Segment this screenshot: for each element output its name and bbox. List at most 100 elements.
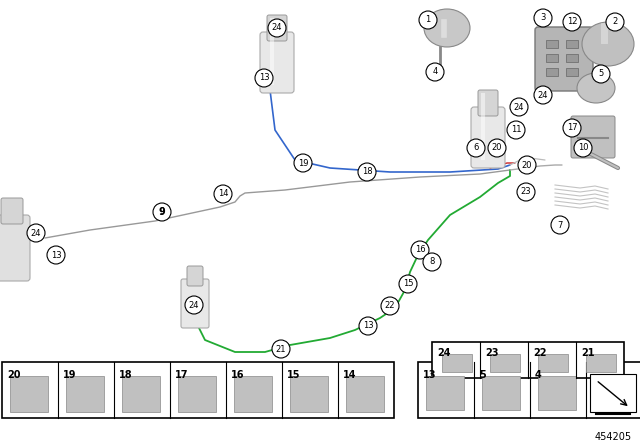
FancyBboxPatch shape [267,15,287,41]
Bar [538,376,576,410]
Text: 23: 23 [521,188,531,197]
Circle shape [399,275,417,293]
Text: 4: 4 [433,68,438,77]
FancyBboxPatch shape [1,198,23,224]
Circle shape [255,69,273,87]
Circle shape [27,224,45,242]
Text: 21: 21 [276,345,286,353]
Bar [290,376,328,412]
Text: 15: 15 [287,370,301,380]
Text: 6: 6 [474,143,479,152]
FancyBboxPatch shape [471,107,505,168]
Bar [590,374,636,412]
Circle shape [358,163,376,181]
Text: 20: 20 [492,143,502,152]
Circle shape [381,297,399,315]
Bar [442,354,472,372]
Text: 24: 24 [272,23,282,33]
Text: 7: 7 [557,220,563,229]
Bar [2,362,394,418]
Text: 12: 12 [567,17,577,26]
FancyBboxPatch shape [260,32,294,93]
Bar [546,40,558,48]
Text: 23: 23 [485,348,499,358]
Circle shape [426,63,444,81]
Text: 24: 24 [189,301,199,310]
Bar [178,376,216,412]
Circle shape [272,340,290,358]
Circle shape [551,216,569,234]
Text: 16: 16 [415,246,426,254]
Circle shape [534,9,552,27]
Circle shape [411,241,429,259]
Text: 16: 16 [231,370,244,380]
Text: 17: 17 [175,370,189,380]
Ellipse shape [424,9,470,47]
Circle shape [488,139,506,157]
Circle shape [510,98,528,116]
Bar [490,354,520,372]
Text: 454205: 454205 [595,432,632,442]
Circle shape [563,13,581,31]
Text: 24: 24 [437,348,451,358]
Text: 13: 13 [423,370,436,380]
Circle shape [517,183,535,201]
Bar [418,362,640,418]
Circle shape [153,203,171,221]
Circle shape [359,317,377,335]
Text: 3: 3 [540,13,546,22]
Ellipse shape [577,73,615,103]
Text: 13: 13 [259,73,269,82]
Text: 19: 19 [63,370,77,380]
Text: 17: 17 [566,124,577,133]
Bar [566,40,578,48]
Text: 10: 10 [578,143,588,152]
Text: 19: 19 [298,159,308,168]
Bar [10,376,48,412]
FancyBboxPatch shape [535,27,593,91]
FancyBboxPatch shape [478,90,498,116]
Bar [426,376,464,410]
Text: 24: 24 [31,228,41,237]
Text: 21: 21 [581,348,595,358]
Circle shape [214,185,232,203]
Circle shape [574,139,592,157]
Ellipse shape [582,22,634,66]
Bar [586,354,616,372]
Text: 14: 14 [218,190,228,198]
Circle shape [563,119,581,137]
FancyBboxPatch shape [187,266,203,286]
Text: 15: 15 [403,280,413,289]
Bar [538,354,568,372]
Text: 18: 18 [119,370,132,380]
Text: 24: 24 [514,103,524,112]
Text: 18: 18 [362,168,372,177]
Bar [566,54,578,62]
Text: 11: 11 [511,125,521,134]
Text: 13: 13 [363,322,373,331]
Circle shape [518,156,536,174]
Text: 22: 22 [385,302,396,310]
Circle shape [268,19,286,37]
FancyBboxPatch shape [181,279,209,328]
Text: 5: 5 [598,69,604,78]
Bar [346,376,384,412]
Circle shape [592,65,610,83]
Bar [234,376,272,412]
Bar [122,376,160,412]
FancyBboxPatch shape [571,116,615,158]
Text: 9: 9 [159,207,165,217]
Text: 1: 1 [426,16,431,25]
Text: 5: 5 [479,370,486,380]
Text: 14: 14 [343,370,356,380]
Circle shape [534,86,552,104]
Text: 8: 8 [429,258,435,267]
Circle shape [47,246,65,264]
FancyBboxPatch shape [0,215,30,281]
Text: 20: 20 [7,370,20,380]
Bar [566,68,578,76]
Circle shape [507,121,525,139]
Circle shape [606,13,624,31]
Bar [432,342,624,378]
Text: 20: 20 [522,160,532,169]
